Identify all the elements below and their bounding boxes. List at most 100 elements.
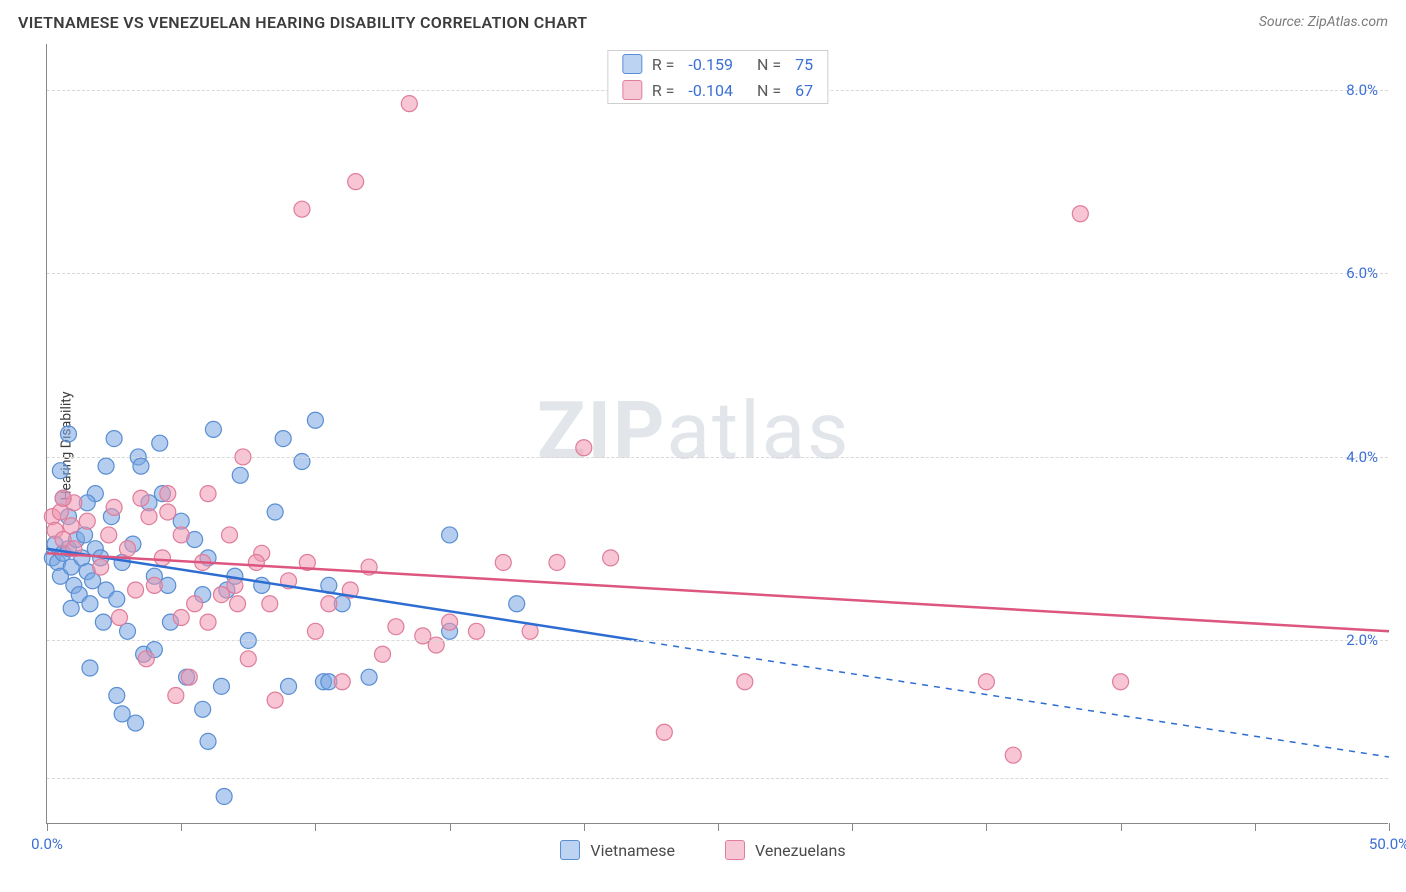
gridline — [47, 778, 1388, 779]
scatter-point — [93, 559, 109, 575]
scatter-point — [213, 678, 229, 694]
scatter-svg — [47, 44, 1388, 823]
scatter-point — [187, 596, 203, 612]
y-tick-label: 8.0% — [1346, 81, 1378, 99]
scatter-point — [375, 646, 391, 662]
scatter-point — [79, 513, 95, 529]
legend-row: R = -0.159 N = 75 — [608, 51, 827, 77]
scatter-point — [106, 431, 122, 447]
scatter-point — [55, 490, 71, 506]
source-label: Source: ZipAtlas.com — [1259, 14, 1388, 30]
scatter-point — [576, 440, 592, 456]
scatter-point — [154, 550, 170, 566]
scatter-point — [294, 454, 310, 470]
scatter-point — [138, 651, 154, 667]
gridline — [47, 640, 1388, 641]
series-name: Venezuelans — [755, 841, 846, 860]
scatter-point — [428, 637, 444, 653]
scatter-point — [248, 554, 264, 570]
scatter-point — [173, 610, 189, 626]
scatter-point — [468, 623, 484, 639]
trend-line-extension — [637, 640, 1389, 757]
scatter-point — [152, 435, 168, 451]
scatter-point — [63, 600, 79, 616]
scatter-point — [334, 674, 350, 690]
scatter-point — [160, 486, 176, 502]
scatter-point — [133, 458, 149, 474]
scatter-point — [95, 614, 111, 630]
scatter-point — [307, 412, 323, 428]
scatter-point — [222, 527, 238, 543]
x-tick — [584, 823, 585, 831]
legend-r-label: R = — [652, 81, 679, 100]
chart-plot-area: ZIPatlas R = -0.159N = 75R = -0.104N = 6… — [46, 44, 1388, 824]
scatter-point — [109, 688, 125, 704]
scatter-point — [262, 596, 278, 612]
scatter-point — [106, 499, 122, 515]
scatter-point — [509, 596, 525, 612]
gridline — [47, 457, 1388, 458]
scatter-point — [240, 651, 256, 667]
series-name: Vietnamese — [590, 841, 675, 860]
y-tick-label: 2.0% — [1346, 631, 1378, 649]
gridline — [47, 273, 1388, 274]
scatter-point — [275, 431, 291, 447]
x-tick — [181, 823, 182, 831]
scatter-point — [549, 554, 565, 570]
series-legend: Vietnamese Venezuelans — [0, 840, 1406, 860]
scatter-point — [401, 96, 417, 112]
scatter-point — [1113, 674, 1129, 690]
legend-n-label: N = — [757, 55, 785, 74]
legend-swatch — [725, 840, 745, 860]
scatter-point — [111, 610, 127, 626]
series-legend-item: Vietnamese — [560, 840, 675, 860]
x-tick — [47, 823, 48, 831]
legend-r-value: -0.159 — [688, 55, 733, 74]
scatter-point — [63, 518, 79, 534]
scatter-point — [160, 504, 176, 520]
scatter-point — [52, 463, 68, 479]
legend-r-value: -0.104 — [688, 81, 733, 100]
scatter-point — [348, 174, 364, 190]
chart-title: VIETNAMESE VS VENEZUELAN HEARING DISABIL… — [18, 13, 587, 32]
scatter-point — [321, 596, 337, 612]
scatter-point — [200, 614, 216, 630]
scatter-point — [128, 582, 144, 598]
x-tick — [852, 823, 853, 831]
x-tick — [1121, 823, 1122, 831]
scatter-point — [281, 678, 297, 694]
scatter-point — [120, 541, 136, 557]
correlation-legend: R = -0.159 N = 75 R = -0.104 N = 67 — [607, 50, 828, 104]
scatter-point — [141, 509, 157, 525]
scatter-point — [200, 486, 216, 502]
scatter-point — [82, 596, 98, 612]
scatter-point — [232, 467, 248, 483]
legend-swatch — [622, 80, 642, 100]
legend-swatch — [622, 54, 642, 74]
legend-r-label: R = — [652, 55, 679, 74]
scatter-point — [656, 724, 672, 740]
trend-line — [47, 553, 1389, 631]
scatter-point — [109, 591, 125, 607]
scatter-point — [146, 577, 162, 593]
x-tick — [718, 823, 719, 831]
x-tick — [450, 823, 451, 831]
scatter-point — [978, 674, 994, 690]
scatter-point — [230, 596, 246, 612]
legend-n-label: N = — [757, 81, 785, 100]
y-tick-label: 6.0% — [1346, 264, 1378, 282]
legend-swatch — [560, 840, 580, 860]
scatter-point — [442, 527, 458, 543]
x-tick — [986, 823, 987, 831]
legend-n-value: 67 — [795, 81, 813, 100]
scatter-point — [737, 674, 753, 690]
scatter-point — [195, 701, 211, 717]
legend-n-value: 75 — [795, 55, 813, 74]
x-tick — [1389, 823, 1390, 831]
scatter-point — [200, 733, 216, 749]
scatter-point — [442, 614, 458, 630]
scatter-point — [267, 692, 283, 708]
scatter-point — [267, 504, 283, 520]
scatter-point — [294, 201, 310, 217]
scatter-point — [361, 669, 377, 685]
